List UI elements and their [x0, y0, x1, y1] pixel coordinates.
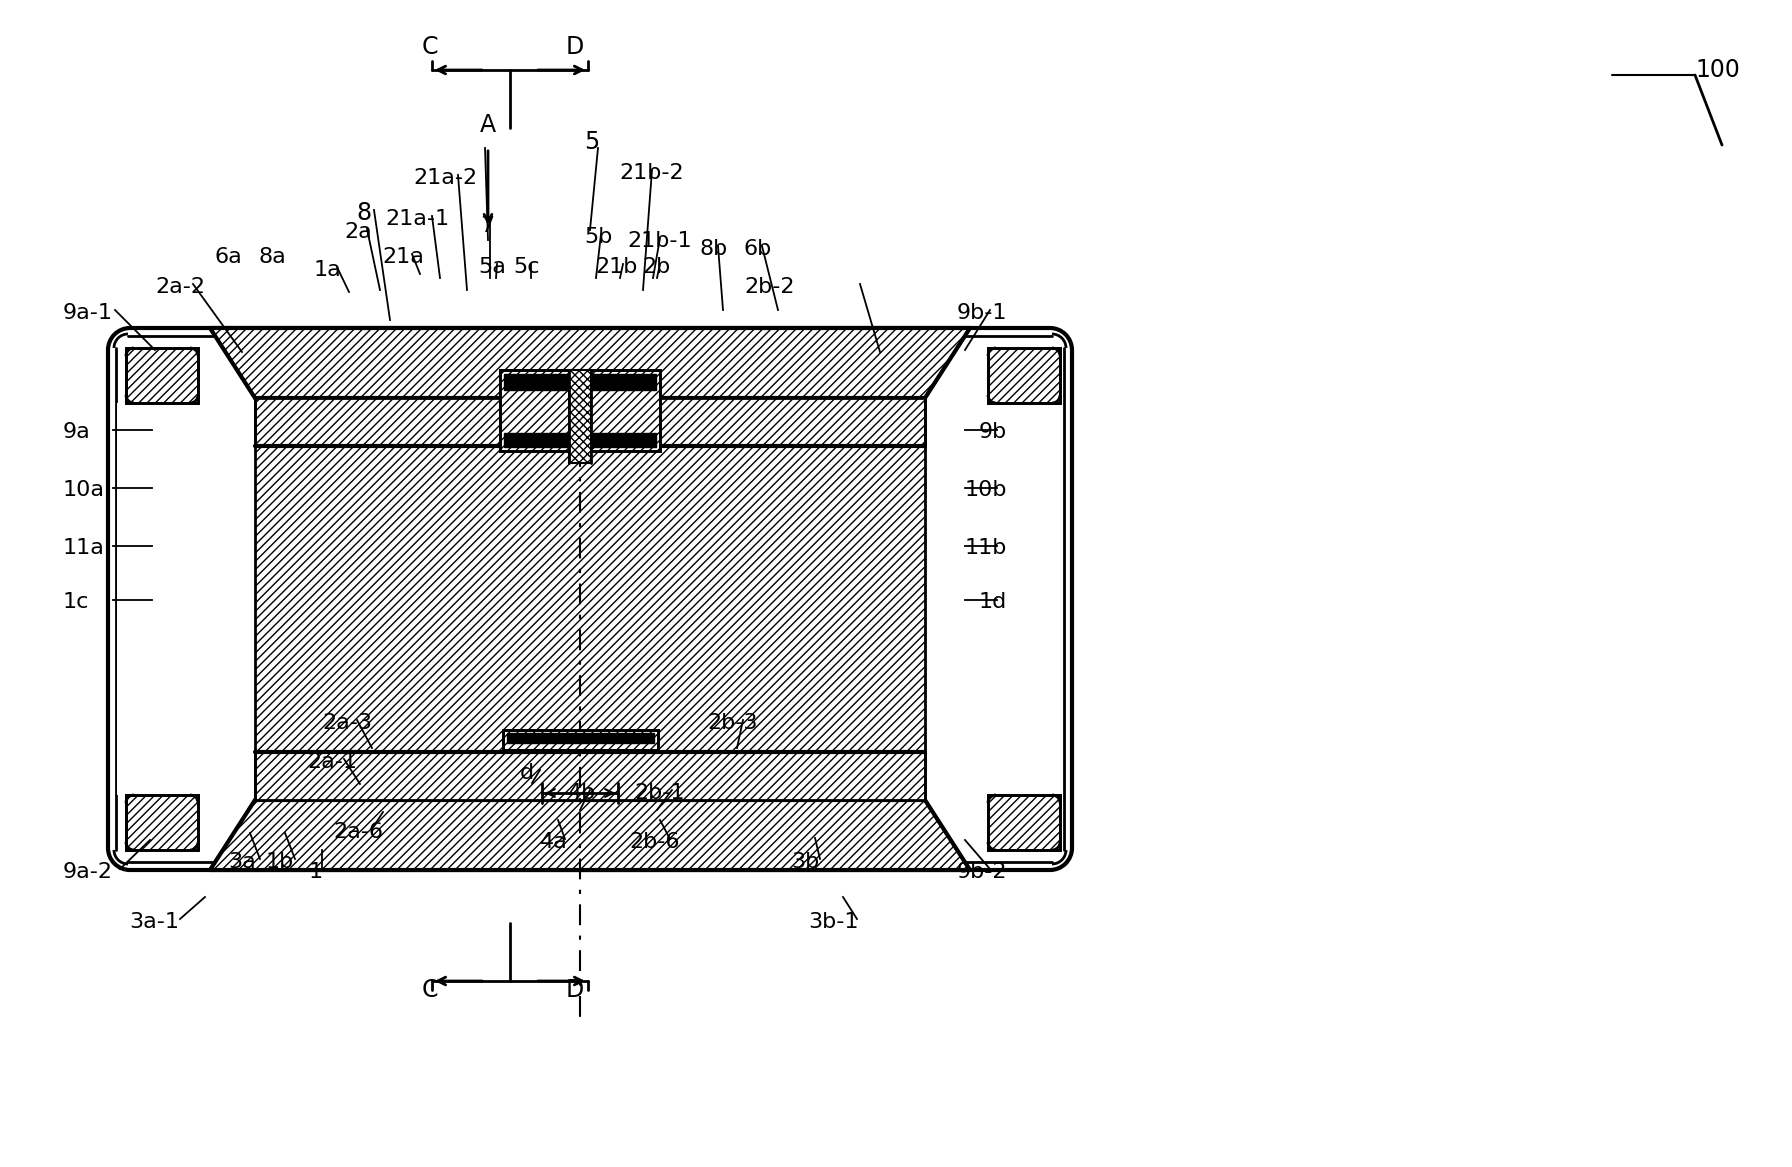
Polygon shape [210, 801, 969, 871]
Text: 2b-6: 2b-6 [629, 832, 681, 852]
Text: 21a-1: 21a-1 [385, 209, 450, 229]
Bar [125, 795, 197, 850]
Bar [507, 733, 654, 743]
Text: 6a: 6a [213, 247, 242, 267]
Text: C: C [421, 35, 439, 60]
Text: 21b: 21b [595, 257, 638, 277]
Bar [500, 370, 659, 450]
Text: 8: 8 [357, 201, 371, 225]
Text: 9b-2: 9b-2 [957, 862, 1007, 882]
Bar [504, 731, 658, 750]
Bar [987, 348, 1061, 403]
Bar [987, 795, 1061, 850]
Text: A: A [480, 113, 496, 137]
Text: 9b-1: 9b-1 [957, 303, 1007, 323]
Text: 100: 100 [1695, 58, 1740, 82]
Text: 1d: 1d [978, 592, 1007, 612]
Text: 21a: 21a [382, 247, 425, 267]
Bar [125, 348, 197, 403]
Polygon shape [210, 328, 969, 398]
Text: 2a-3: 2a-3 [323, 713, 373, 733]
Text: D: D [566, 35, 584, 60]
Text: 5a: 5a [478, 257, 505, 277]
Text: 11b: 11b [964, 538, 1007, 558]
Text: 10a: 10a [63, 480, 106, 499]
Text: 21a-2: 21a-2 [412, 168, 477, 188]
Bar [570, 370, 591, 463]
Text: 2a-2: 2a-2 [154, 277, 204, 296]
Text: 8a: 8a [258, 247, 287, 267]
Text: 21b-2: 21b-2 [620, 163, 685, 183]
Text: D: D [566, 978, 584, 1002]
Bar [254, 752, 925, 801]
Text: 8b: 8b [701, 239, 728, 259]
Bar [978, 403, 1063, 795]
Bar [987, 348, 1061, 403]
Text: 2a-1: 2a-1 [306, 752, 357, 773]
Text: 4b: 4b [568, 783, 597, 803]
Text: 9a: 9a [63, 422, 91, 442]
Text: 2b-1: 2b-1 [634, 783, 685, 803]
Text: 1: 1 [308, 862, 323, 882]
Text: 4a: 4a [539, 832, 568, 852]
Bar [125, 795, 197, 850]
Text: 9a-2: 9a-2 [63, 862, 113, 882]
Text: 3b-1: 3b-1 [808, 911, 858, 932]
Bar [254, 398, 925, 446]
Bar [504, 433, 656, 447]
Text: 21b-1: 21b-1 [627, 231, 692, 251]
Text: C: C [421, 978, 439, 1002]
Bar [500, 370, 659, 450]
Text: 2b-2: 2b-2 [745, 277, 796, 296]
Text: 11a: 11a [63, 538, 106, 558]
Text: 5: 5 [584, 130, 600, 154]
Text: 3a: 3a [228, 852, 256, 872]
Text: 2a: 2a [344, 222, 373, 242]
Bar [504, 731, 658, 750]
Bar [987, 795, 1061, 850]
Text: 6b: 6b [744, 239, 772, 259]
Text: d: d [520, 763, 534, 783]
Text: 1b: 1b [265, 852, 294, 872]
Text: 5b: 5b [584, 228, 613, 247]
Text: 10b: 10b [964, 480, 1007, 499]
Text: 9a-1: 9a-1 [63, 303, 113, 323]
Text: 9b: 9b [978, 422, 1007, 442]
Text: 3b: 3b [790, 852, 819, 872]
Text: 3a-1: 3a-1 [129, 911, 179, 932]
Text: 1c: 1c [63, 592, 90, 612]
Bar [116, 403, 201, 795]
Bar [254, 446, 925, 752]
Text: 2b-3: 2b-3 [708, 713, 758, 733]
Text: 2b: 2b [642, 257, 670, 277]
Bar [125, 348, 197, 403]
Bar [504, 373, 656, 390]
Text: 2a-6: 2a-6 [333, 822, 383, 843]
Text: 5c: 5c [514, 257, 539, 277]
Text: 1a: 1a [314, 260, 340, 280]
Text: 7: 7 [480, 216, 495, 236]
